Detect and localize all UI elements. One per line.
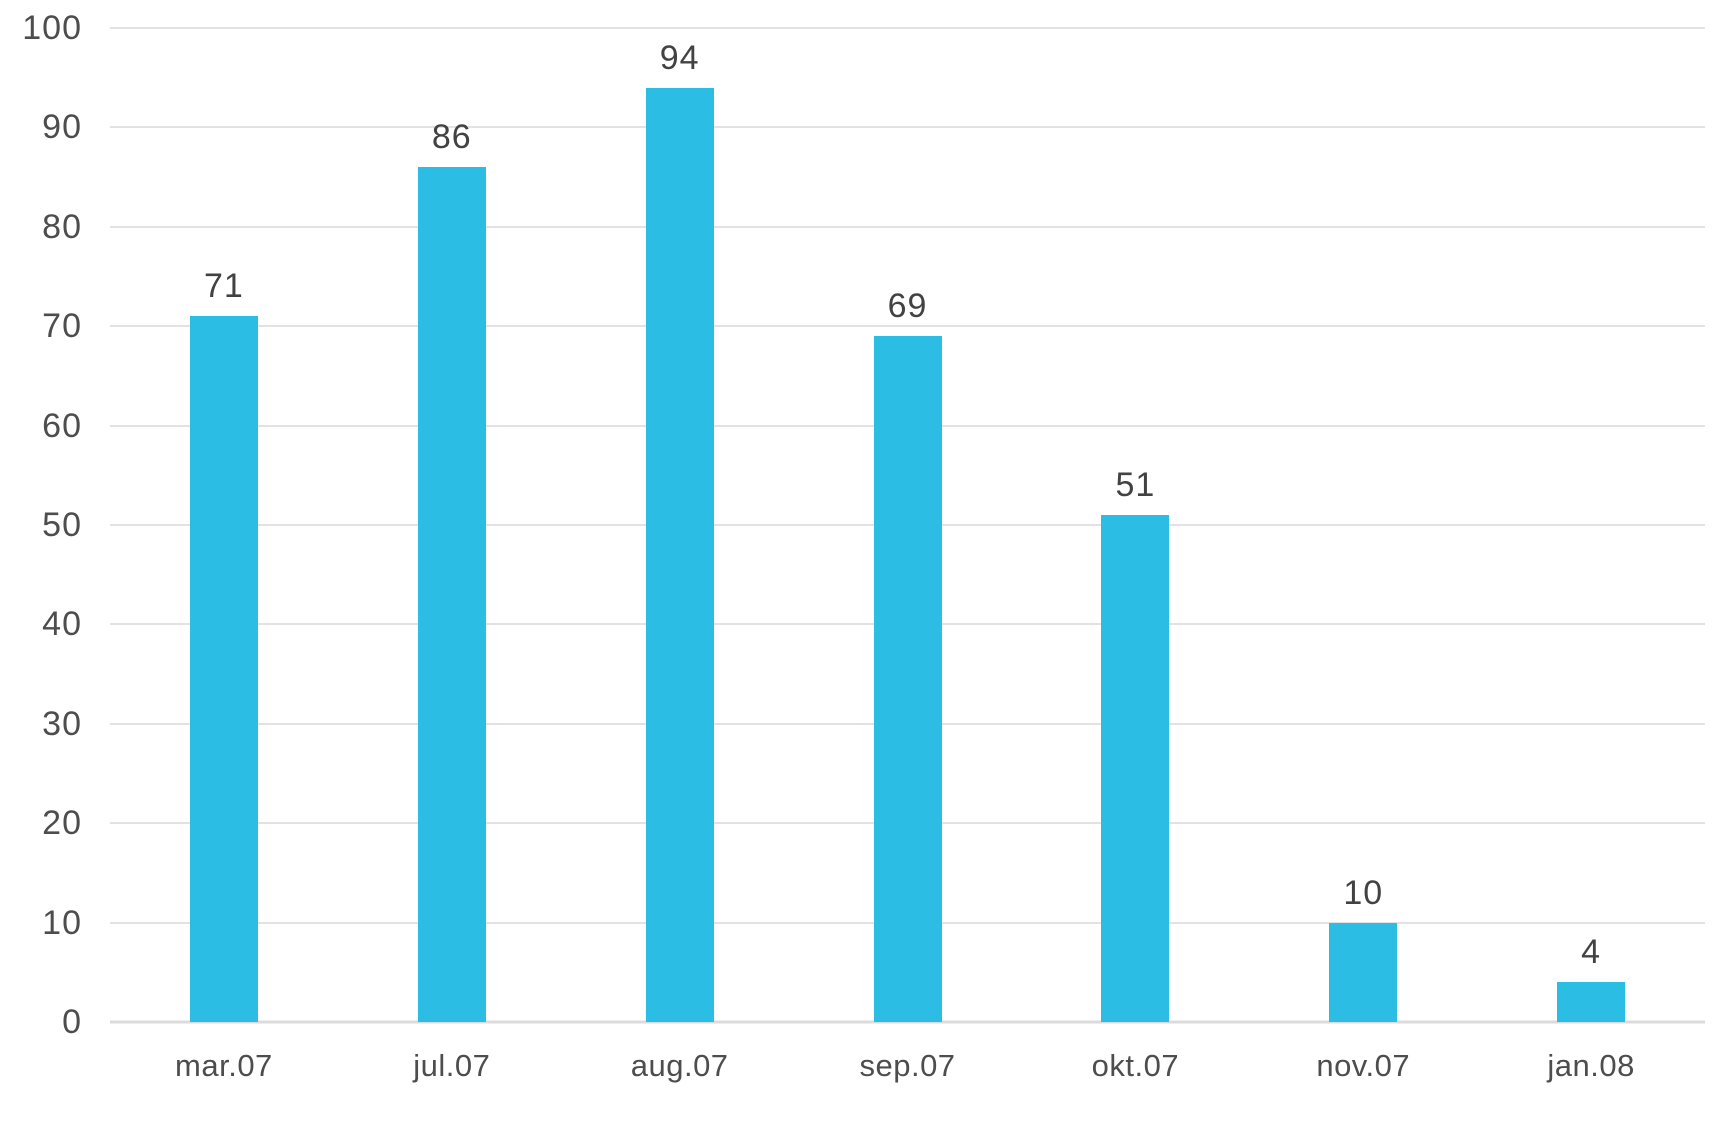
bar-aug.07[interactable] [645, 87, 714, 1022]
bar-slot: 51 [1021, 28, 1249, 1022]
x-tick-label: sep.07 [859, 1048, 956, 1083]
bar-jul.07[interactable] [417, 167, 486, 1022]
gridline [110, 27, 1705, 29]
x-tick-label: jul.07 [413, 1048, 491, 1083]
bar-slot: 86 [338, 28, 566, 1022]
bar-slot: 94 [566, 28, 794, 1022]
gridline [110, 126, 1705, 129]
bar-okt.07[interactable] [1101, 515, 1170, 1022]
x-tick-label: okt.07 [1091, 1048, 1180, 1083]
x-axis: mar.07 jul.07 aug.07 sep.07 okt.07 nov.07 jan.… [110, 1022, 1705, 1124]
gridline [110, 325, 1705, 328]
y-tick-label: 60 [42, 406, 82, 445]
x-tick-label: nov.07 [1316, 1048, 1411, 1083]
bar-value-label: 71 [204, 267, 244, 306]
y-tick-label: 70 [42, 307, 82, 346]
bar-value-label: 86 [431, 118, 472, 157]
y-tick-label: 50 [42, 506, 82, 544]
y-tick-label: 0 [62, 1003, 82, 1041]
y-tick-label: 80 [42, 207, 82, 246]
bar-value-label: 69 [887, 287, 928, 326]
y-axis: 0 10 20 30 40 50 60 70 80 90 100 [0, 11, 84, 1039]
plot-area: 71 86 94 69 51 10 4 [110, 27, 1705, 1024]
bar-value-label: 10 [1343, 873, 1384, 912]
bar-value-label: 94 [659, 38, 700, 77]
x-tick-label: mar.07 [175, 1048, 273, 1083]
x-tick-label: aug.07 [630, 1048, 729, 1083]
bar-value-label: 51 [1115, 466, 1156, 505]
bar-value-label: 4 [1581, 933, 1602, 972]
x-axis-line [110, 1020, 1705, 1024]
y-tick-label: 30 [42, 704, 82, 743]
y-tick-label: 10 [42, 903, 82, 942]
y-tick-label: 100 [22, 9, 82, 47]
bar-nov.07[interactable] [1329, 922, 1398, 1022]
bars-layer: 71 86 94 69 51 10 4 [110, 28, 1705, 1022]
bar-slot: 71 [110, 28, 338, 1022]
bar-slot: 69 [794, 28, 1022, 1022]
bar-slot: 4 [1477, 28, 1705, 1022]
y-tick-label: 40 [42, 605, 82, 644]
bar-jan.08[interactable] [1557, 982, 1626, 1022]
bar-slot: 10 [1249, 28, 1477, 1022]
bar-sep.07[interactable] [873, 336, 942, 1022]
x-tick-label: jan.08 [1547, 1048, 1635, 1083]
y-tick-label: 90 [42, 108, 82, 147]
y-tick-label: 20 [42, 804, 82, 843]
bar-mar.07[interactable] [189, 316, 258, 1022]
gridline [110, 225, 1705, 228]
